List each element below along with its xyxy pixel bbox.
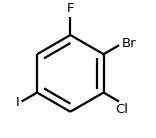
Text: F: F (67, 2, 74, 14)
Text: Cl: Cl (115, 103, 128, 116)
Text: I: I (16, 96, 19, 109)
Text: Br: Br (121, 37, 136, 51)
